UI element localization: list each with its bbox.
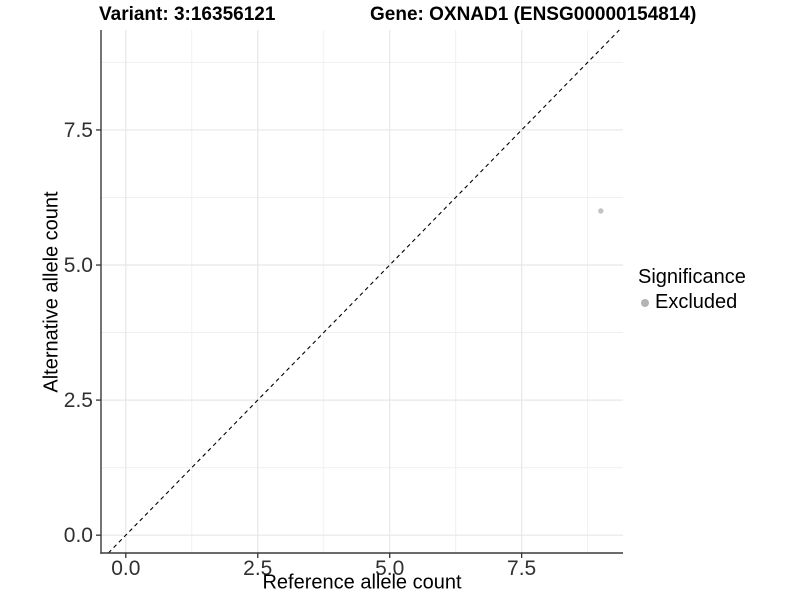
legend-item-excluded: Excluded (641, 291, 746, 314)
legend: Significance Excluded (638, 266, 746, 314)
x-axis-title: Reference allele count (262, 571, 462, 594)
plot-title-variant: Variant: 3:16356121 (99, 4, 276, 25)
x-tick-label: 7.5 (507, 557, 536, 580)
plot-title-gene: Gene: OXNAD1 (ENSG00000154814) (370, 4, 697, 25)
x-tick-label: 2.5 (243, 557, 272, 580)
y-tick-label: 2.5 (64, 389, 93, 412)
x-tick-label: 0.0 (111, 557, 140, 580)
data-point (598, 208, 604, 214)
x-tick-label: 5.0 (375, 557, 404, 580)
legend-key-circle-icon (641, 298, 649, 307)
identity-reference-line (107, 29, 620, 554)
y-tick-label: 7.5 (64, 119, 93, 142)
legend-item-label: Excluded (655, 291, 738, 313)
y-tick-label: 0.0 (64, 524, 93, 547)
y-axis-title: Alternative allele count (40, 191, 63, 393)
y-tick-label: 5.0 (64, 254, 93, 277)
legend-title: Significance (638, 266, 746, 288)
